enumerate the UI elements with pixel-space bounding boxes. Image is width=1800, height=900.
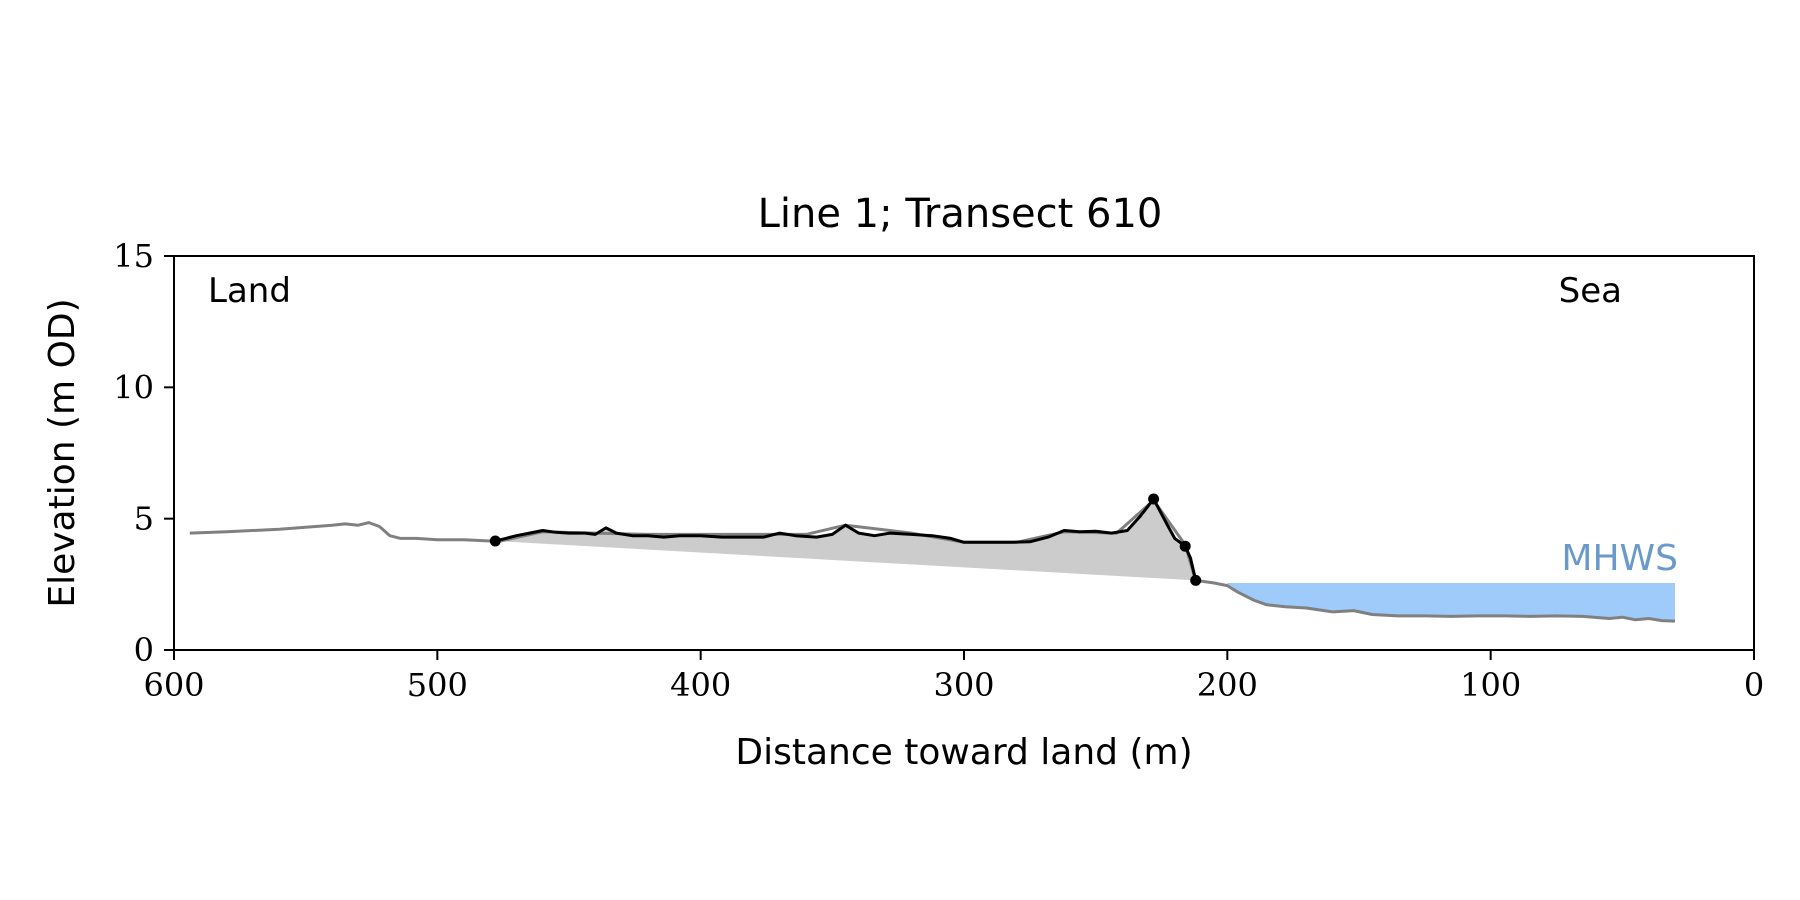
- x-tick-label: 500: [407, 666, 468, 704]
- line-layer: [189, 497, 1676, 623]
- dune-volume-fill: [495, 499, 1196, 581]
- x-tick-label: 0: [1744, 666, 1764, 704]
- x-tick-label: 100: [1460, 666, 1521, 704]
- fill-layer: [495, 499, 1675, 622]
- dune-marker: [1190, 574, 1202, 586]
- full-profile-line: [189, 498, 1676, 623]
- dune-marker: [489, 535, 501, 547]
- dune-marker: [1179, 540, 1191, 552]
- mhws-label: MHWS: [1561, 538, 1678, 579]
- y-tick-label: 10: [113, 368, 154, 406]
- chart-title: Line 1; Transect 610: [758, 191, 1163, 237]
- mhws-water-fill: [1227, 583, 1675, 622]
- x-tick-label: 300: [933, 666, 994, 704]
- x-tick-label: 200: [1197, 666, 1258, 704]
- x-tick-label: 600: [143, 666, 204, 704]
- sea-label: Sea: [1559, 271, 1622, 311]
- y-tick-label: 5: [134, 500, 154, 538]
- y-axis-ticks: 0 5 10 15: [113, 237, 174, 669]
- y-tick-label: 15: [113, 237, 154, 275]
- y-tick-label: 0: [134, 631, 154, 669]
- marker-layer: [489, 493, 1202, 586]
- land-label: Land: [208, 271, 291, 311]
- x-tick-label: 400: [670, 666, 731, 704]
- dune-profile-line: [494, 497, 1198, 581]
- x-axis-ticks: 600 500 400 300 200 100 0: [143, 650, 1764, 704]
- dune-marker: [1148, 493, 1160, 505]
- y-axis-label: Elevation (m OD): [42, 298, 83, 607]
- x-axis-label: Distance toward land (m): [735, 732, 1192, 773]
